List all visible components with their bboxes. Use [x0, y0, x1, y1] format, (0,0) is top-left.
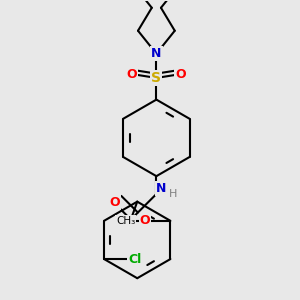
Text: O: O — [140, 214, 150, 227]
Text: O: O — [127, 68, 137, 81]
Text: N: N — [156, 182, 167, 195]
Text: N: N — [151, 47, 162, 60]
Text: H: H — [169, 189, 178, 199]
Text: S: S — [152, 71, 161, 85]
Text: O: O — [109, 196, 120, 209]
Text: CH₃: CH₃ — [116, 216, 135, 226]
Text: Cl: Cl — [128, 253, 141, 266]
Text: O: O — [175, 68, 186, 81]
